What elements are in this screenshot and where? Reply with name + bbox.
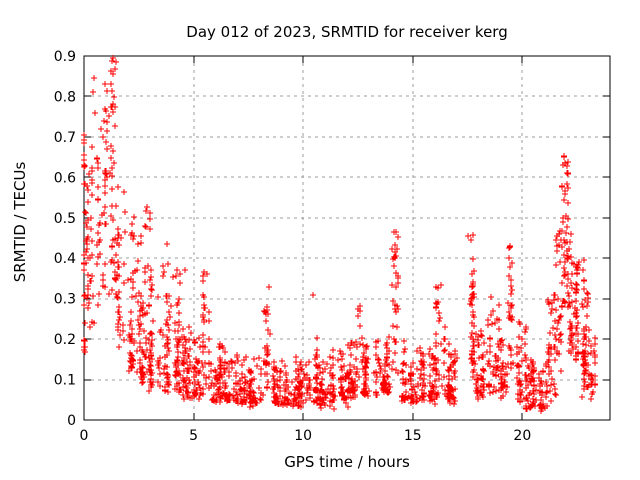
- chart-title: Day 012 of 2023, SRMTID for receiver ker…: [186, 23, 507, 41]
- x-tick-label: 5: [189, 428, 198, 444]
- y-tick-label: 0.2: [54, 332, 76, 348]
- y-tick-label: 0: [67, 413, 76, 429]
- x-axis-label: GPS time / hours: [284, 453, 410, 471]
- y-tick-label: 0.7: [54, 130, 76, 146]
- y-tick-label: 0.5: [54, 211, 76, 227]
- y-tick-label: 0.4: [54, 251, 76, 267]
- x-tick-label: 15: [404, 428, 422, 444]
- x-tick-labels: 0 5 10 15 20: [80, 428, 532, 444]
- x-tick-label: 10: [294, 428, 312, 444]
- y-tick-label: 0.1: [54, 373, 76, 389]
- plot-border: [83, 55, 611, 421]
- y-axis-label: SRMTID / TECUs: [11, 162, 29, 283]
- scatter-points: [81, 55, 598, 414]
- y-tick-label: 0.3: [54, 292, 76, 308]
- y-tick-labels: 0 0.1 0.2 0.3 0.4 0.5 0.6 0.7 0.8 0.9: [54, 49, 76, 429]
- y-tick-label: 0.9: [54, 49, 76, 65]
- y-tick-label: 0.8: [54, 89, 76, 105]
- y-tick-label: 0.6: [54, 170, 76, 186]
- grid-lines: [84, 56, 610, 420]
- x-tick-label: 20: [513, 428, 531, 444]
- x-tick-label: 0: [80, 428, 89, 444]
